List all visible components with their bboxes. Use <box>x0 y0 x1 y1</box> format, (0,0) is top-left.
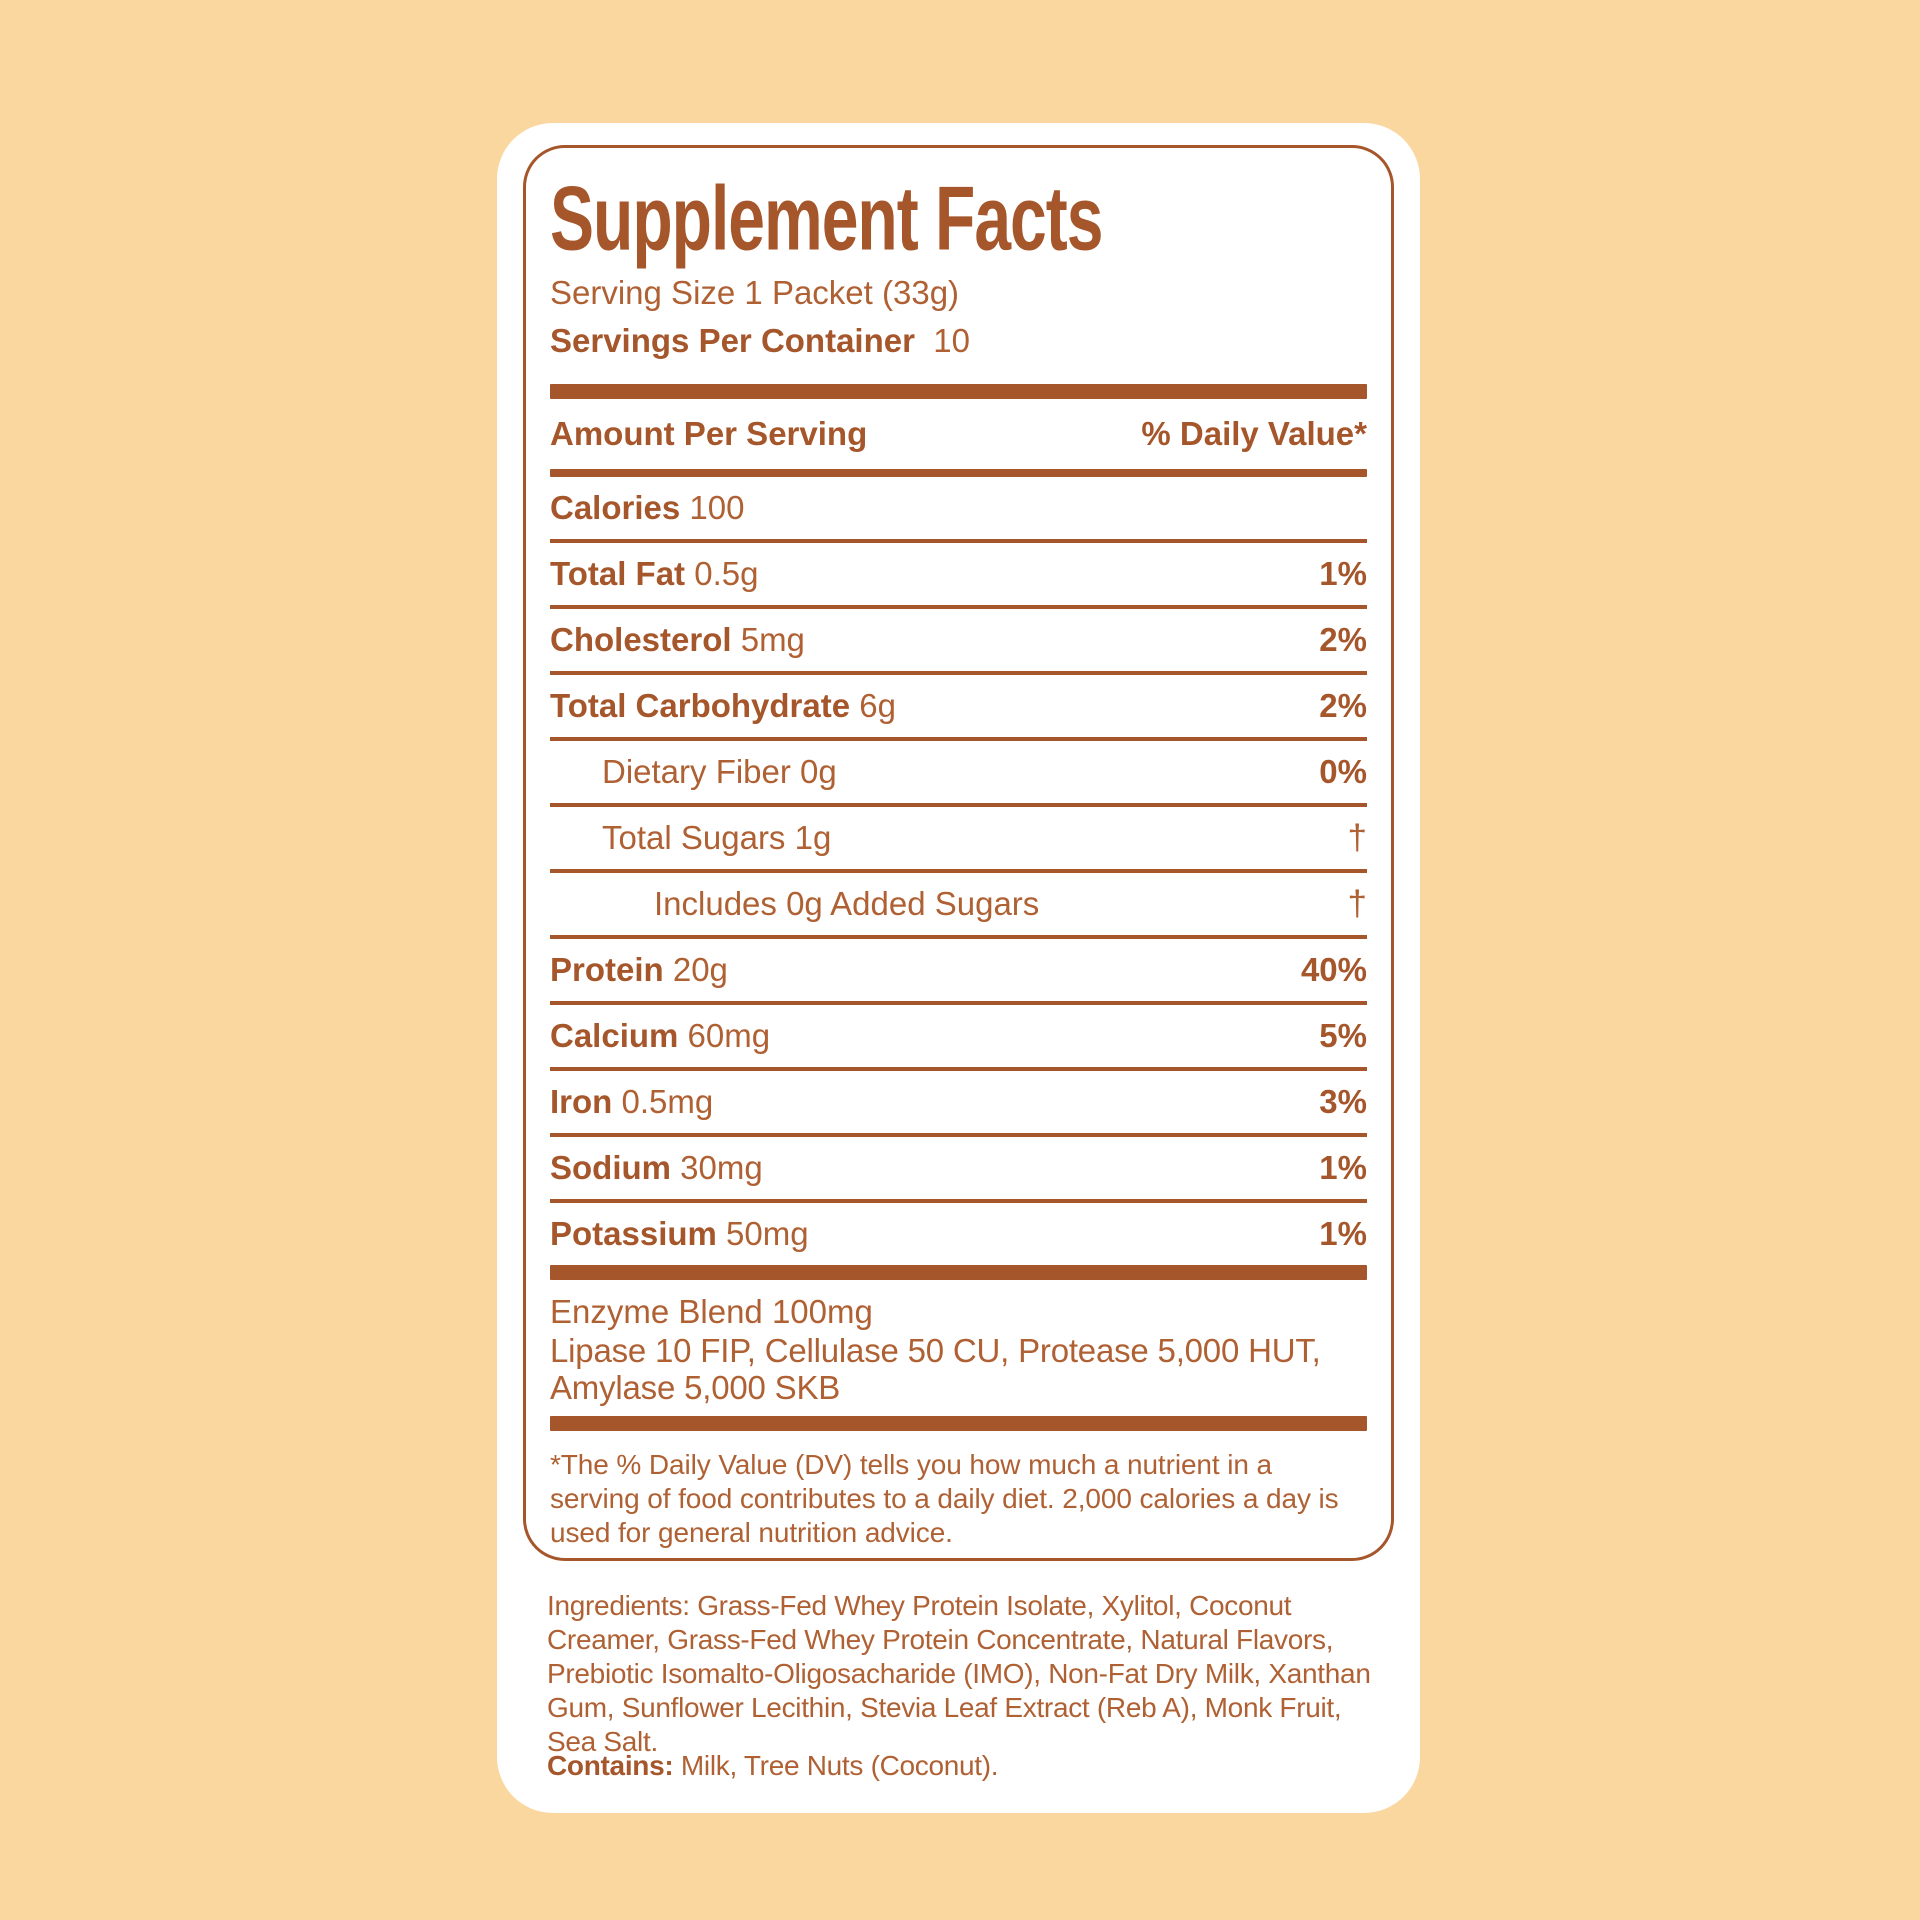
row-amount: 20g <box>663 951 728 988</box>
nutrient-row: Includes 0g Added Sugars † <box>550 873 1367 935</box>
servings-per-container-number: 10 <box>933 322 971 359</box>
row-name: Sodium <box>550 1149 671 1186</box>
nutrient-row: Total Carbohydrate 6g 2% <box>550 675 1367 737</box>
separator <box>550 1001 1367 1005</box>
calories-label: Calories <box>550 489 681 526</box>
thick-bar-bottom <box>550 1416 1367 1431</box>
contains-label: Contains: <box>547 1750 674 1781</box>
header-row: Amount Per Serving % Daily Value* <box>550 399 1367 469</box>
medium-bar <box>550 469 1367 477</box>
servings-per-container-label: Servings Per Container <box>550 322 915 359</box>
nutrient-row: Dietary Fiber 0g 0% <box>550 741 1367 803</box>
row-name: Includes 0g Added Sugars <box>654 885 1040 922</box>
row-daily-value: 5% <box>1319 1017 1367 1054</box>
nutrient-row: Iron 0.5mg 3% <box>550 1071 1367 1133</box>
servings-per-container: Servings Per Container 10 <box>550 320 1367 362</box>
row-daily-value: 0% <box>1319 753 1367 790</box>
enzyme-blend-detail: Lipase 10 FIP, Cellulase 50 CU, Protease… <box>550 1332 1321 1406</box>
row-daily-value: 2% <box>1319 621 1367 658</box>
row-name: Protein <box>550 951 664 988</box>
contains: Contains: Milk, Tree Nuts (Coconut). <box>547 1749 1386 1783</box>
row-amount: 1g <box>785 819 832 856</box>
row-text: Sodium 30mg <box>550 1149 763 1187</box>
row-name: Cholesterol <box>550 621 732 658</box>
separator <box>550 671 1367 675</box>
row-daily-value: † <box>1347 884 1367 923</box>
row-amount: 0.5mg <box>612 1083 714 1120</box>
row-text: Includes 0g Added Sugars <box>654 885 1039 923</box>
separator <box>550 737 1367 741</box>
separator <box>550 539 1367 543</box>
row-text: Dietary Fiber 0g <box>602 753 837 791</box>
calories-row: Calories 100 <box>550 477 1367 539</box>
calories-value: 100 <box>689 489 745 526</box>
row-daily-value: 3% <box>1319 1083 1367 1120</box>
row-name: Total Sugars <box>602 819 786 856</box>
row-text: Total Carbohydrate 6g <box>550 687 896 725</box>
row-daily-value: 1% <box>1319 1149 1367 1186</box>
calories-text: Calories 100 <box>550 489 744 527</box>
title-wrap: Supplement Facts <box>550 172 1367 268</box>
separator <box>550 605 1367 609</box>
row-amount: 0.5g <box>685 555 759 592</box>
row-amount: 5mg <box>731 621 805 658</box>
row-text: Calcium 60mg <box>550 1017 770 1055</box>
servings-per-container-value <box>924 322 933 359</box>
enzyme-blend-title: Enzyme Blend 100mg <box>550 1293 873 1330</box>
facts-panel: Supplement Facts Serving Size 1 Packet (… <box>523 145 1394 1561</box>
thick-bar-mid <box>550 1265 1367 1280</box>
nutrient-row: Total Fat 0.5g 1% <box>550 543 1367 605</box>
contains-value: Milk, Tree Nuts (Coconut). <box>673 1750 999 1781</box>
row-amount: 30mg <box>671 1149 763 1186</box>
nutrient-row: Cholesterol 5mg 2% <box>550 609 1367 671</box>
nutrient-row: Potassium 50mg 1% <box>550 1203 1367 1265</box>
amount-per-serving-label: Amount Per Serving <box>550 415 868 452</box>
row-amount: 0g <box>790 753 837 790</box>
row-daily-value: † <box>1347 818 1367 857</box>
separator <box>550 803 1367 807</box>
thick-bar-top <box>550 384 1367 399</box>
row-text: Protein 20g <box>550 951 728 989</box>
footnote: *The % Daily Value (DV) tells you how mu… <box>550 1449 1339 1548</box>
row-name: Calcium <box>550 1017 679 1054</box>
nutrient-row: Sodium 30mg 1% <box>550 1137 1367 1199</box>
row-amount: 60mg <box>678 1017 771 1054</box>
row-name: Potassium <box>550 1215 717 1252</box>
row-daily-value: 1% <box>1319 1215 1367 1252</box>
separator <box>550 1199 1367 1203</box>
row-text: Cholesterol 5mg <box>550 621 805 659</box>
separator <box>550 869 1367 873</box>
nutrient-row: Calcium 60mg 5% <box>550 1005 1367 1067</box>
label-card: Supplement Facts Serving Size 1 Packet (… <box>497 123 1420 1813</box>
daily-value-label: % Daily Value* <box>1141 415 1367 452</box>
nutrient-rows: Total Fat 0.5g 1% Cholesterol 5mg 2% Total C… <box>550 543 1367 1265</box>
enzyme-blend: Enzyme Blend 100mg Lipase 10 FIP, Cellul… <box>550 1280 1367 1406</box>
separator <box>550 1067 1367 1071</box>
row-text: Iron 0.5mg <box>550 1083 713 1121</box>
row-text: Total Sugars 1g <box>602 819 831 857</box>
nutrient-row: Total Sugars 1g † <box>550 807 1367 869</box>
row-amount: 50mg <box>716 1215 809 1252</box>
row-name: Dietary Fiber <box>602 753 791 790</box>
row-daily-value: 1% <box>1319 555 1367 592</box>
separator <box>550 935 1367 939</box>
separator <box>550 1133 1367 1137</box>
serving-size: Serving Size 1 Packet (33g) <box>550 274 960 311</box>
row-text: Total Fat 0.5g <box>550 555 758 593</box>
row-name: Iron <box>550 1083 613 1120</box>
page-title: Supplement Facts <box>550 166 1103 269</box>
row-name: Total Carbohydrate <box>550 687 851 724</box>
ingredients: Ingredients: Grass-Fed Whey Protein Isol… <box>547 1590 1371 1757</box>
row-daily-value: 40% <box>1300 951 1367 988</box>
row-daily-value: 2% <box>1319 687 1367 724</box>
row-name: Total Fat <box>550 555 686 592</box>
row-amount: 6g <box>850 687 896 724</box>
row-text: Potassium 50mg <box>550 1215 809 1253</box>
nutrient-row: Protein 20g 40% <box>550 939 1367 1001</box>
